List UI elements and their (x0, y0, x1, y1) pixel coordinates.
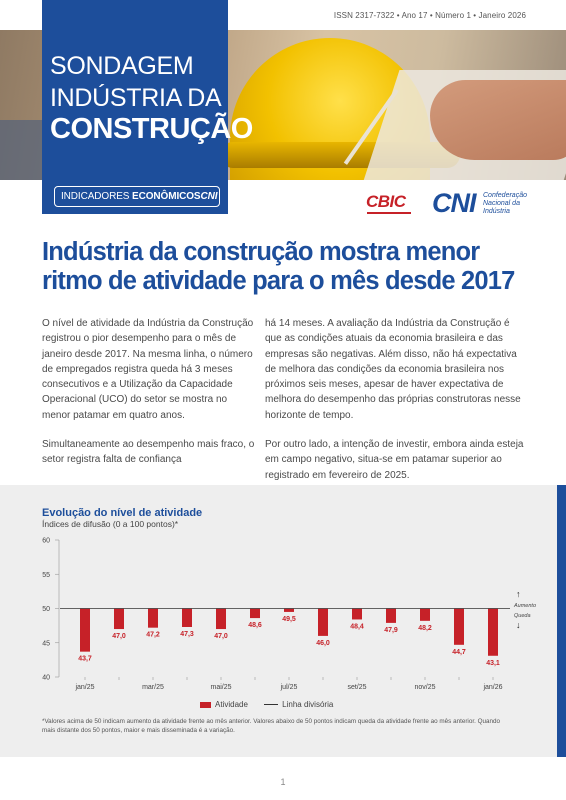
bar-value-label: 47,2 (146, 632, 160, 639)
chart-title: Evolução do nível de atividade (42, 507, 203, 519)
up-arrow-icon: ↑ (516, 589, 521, 599)
indicadores-badge: INDICADORES ECONÔMICOSCNI (54, 186, 220, 207)
up-label: Aumento (513, 603, 536, 609)
x-tick-label: jul/25 (280, 684, 298, 691)
page-number: 1 (280, 777, 286, 787)
bar-activity-dez/25 (454, 608, 464, 645)
legend-swatch-activity (200, 701, 211, 708)
paragraph: Simultaneamente ao desempenho mais fraco… (42, 439, 255, 466)
bar-activity-jan/25 (80, 608, 90, 652)
bar-activity-abr/25 (182, 608, 192, 627)
title-line-3: CONSTRUÇÃO (50, 113, 253, 145)
bar-value-label: 48,4 (350, 623, 364, 630)
hero-photo (0, 30, 566, 180)
title-line-2: INDÚSTRIA DA (50, 84, 222, 112)
bar-activity-jan/26 (488, 608, 498, 656)
bar-value-label: 47,3 (180, 631, 194, 638)
y-tick-label: 55 (42, 572, 50, 579)
chart-panel (0, 485, 566, 757)
bar-activity-jun/25 (250, 608, 260, 619)
y-tick-label: 40 (42, 675, 50, 682)
x-tick-label: jan/25 (74, 684, 94, 691)
bar-value-label: 47,9 (384, 627, 398, 634)
bar-activity-jul/25 (284, 608, 294, 612)
paragraph: Por outro lado, a intenção de investir, … (265, 439, 524, 481)
article-column-right: há 14 meses. A avaliação da Indústria da… (265, 316, 525, 497)
paragraph: há 14 meses. A avaliação da Indústria da… (265, 318, 521, 421)
issn-line: ISSN 2317-7322 • Ano 17 • Número 1 • Jan… (333, 11, 526, 20)
x-tick-label: nov/25 (414, 684, 435, 691)
bar-activity-ago/25 (318, 608, 328, 636)
bar-activity-set/25 (352, 608, 362, 620)
chart-footnote: *Valores acima de 50 indicam aumento da … (42, 718, 500, 734)
x-tick-label: jan/26 (482, 684, 502, 691)
cbic-logo: CBIC (366, 192, 414, 214)
bar-value-label: 46,0 (316, 640, 330, 647)
x-tick-label: mar/25 (142, 684, 164, 691)
bar-value-label: 43,1 (486, 660, 500, 667)
legend-swatch-line (264, 704, 279, 706)
bar-value-label: 47,0 (112, 633, 126, 640)
bar-value-label: 47,0 (214, 633, 228, 640)
bar-activity-out/25 (386, 608, 396, 623)
y-tick-label: 60 (42, 538, 50, 545)
accent-bar (557, 485, 566, 757)
bar-value-label: 43,7 (78, 656, 92, 663)
x-tick-label: set/25 (347, 684, 366, 691)
y-tick-label: 45 (42, 640, 50, 647)
bar-value-label: 48,2 (418, 625, 432, 632)
bar-value-label: 44,7 (452, 649, 466, 656)
chart-subtitle: Índices de difusão (0 a 100 pontos)* (42, 519, 179, 529)
bar-activity-mar/25 (148, 608, 158, 628)
y-tick-label: 50 (42, 606, 50, 613)
title-line-1: SONDAGEM (50, 52, 194, 80)
bar-activity-fev/25 (114, 608, 124, 630)
article-headline: Indústria da construção mostra menor rit… (42, 238, 515, 295)
publication-title-box: SONDAGEM INDÚSTRIA DA CONSTRUÇÃO INDICAD… (42, 0, 253, 214)
bar-value-label: 48,6 (248, 622, 262, 629)
bar-activity-mai/25 (216, 608, 226, 630)
bar-activity-nov/25 (420, 608, 430, 621)
paragraph: O nível de atividade da Indústria da Con… (42, 318, 254, 421)
down-arrow-icon: ↓ (516, 620, 521, 630)
bar-value-label: 49,5 (282, 616, 296, 623)
hand-image (430, 80, 566, 160)
activity-bar-chart: 40 45 50 55 60 43,7 47,0 47,2 47,3 47,0 48,6 49,5 4… (42, 538, 536, 692)
article-column-left: O nível de atividade da Indústria da Con… (42, 316, 257, 482)
chart-legend: Atividade Linha divisória (200, 700, 333, 709)
down-label: Queda (514, 613, 531, 619)
x-tick-label: mai/25 (210, 684, 231, 691)
